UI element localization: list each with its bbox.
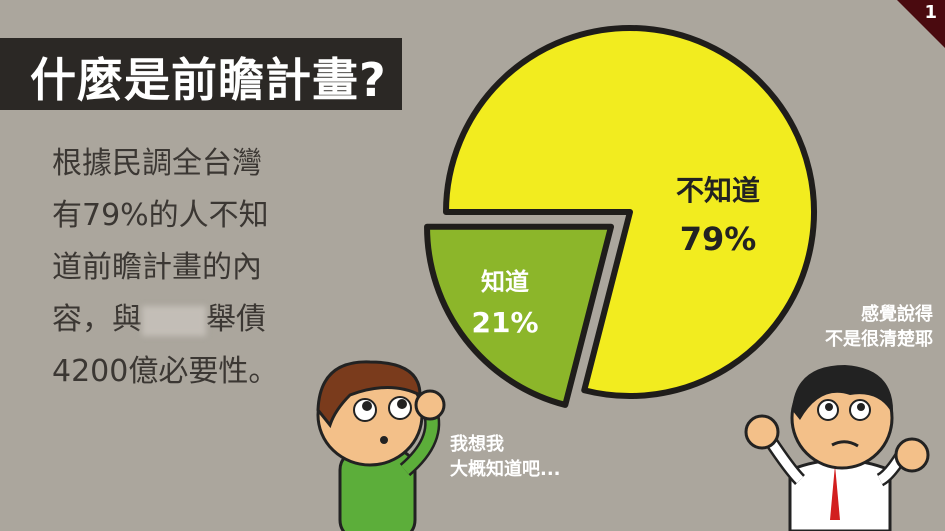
body-line: 道前瞻計畫的內 bbox=[52, 250, 262, 285]
body-line-part: 舉債 bbox=[206, 302, 266, 337]
title-bar bbox=[0, 38, 402, 110]
speech-right: 感覺說得 不是很清楚耶 bbox=[825, 302, 933, 352]
page-number: 1 bbox=[924, 2, 937, 23]
pie-slice-known bbox=[424, 223, 615, 408]
body-text: 根據民調全台灣 有79%的人不知 道前瞻計畫的內 容，與 舉債 4200億必要性。 bbox=[52, 138, 312, 398]
body-line: 有79%的人不知 bbox=[52, 198, 269, 233]
body-line: 4200億必要性。 bbox=[52, 354, 279, 389]
body-line: 容，與 舉債 bbox=[52, 294, 312, 346]
blurred-text bbox=[142, 305, 206, 336]
slice-label-unknown: 不知道 bbox=[676, 174, 760, 207]
pie-slice-unknown bbox=[443, 25, 817, 399]
man-character bbox=[744, 365, 930, 531]
speech-left: 我想我 大概知道吧... bbox=[450, 432, 561, 482]
speech-line: 感覺說得 bbox=[861, 304, 933, 325]
slice-value-known: 21% bbox=[471, 306, 538, 339]
body-line-part: 容，與 bbox=[52, 302, 142, 337]
slice-label-known: 知道 bbox=[481, 268, 529, 296]
slice-value-unknown: 79% bbox=[680, 220, 757, 258]
page-title: 什麼是前瞻計畫? bbox=[30, 53, 387, 107]
page-corner bbox=[897, 0, 945, 48]
speech-line: 我想我 bbox=[450, 434, 504, 455]
speech-line: 不是很清楚耶 bbox=[825, 329, 933, 350]
body-line: 根據民調全台灣 bbox=[52, 146, 262, 181]
boy-character bbox=[316, 360, 446, 531]
speech-line: 大概知道吧... bbox=[450, 459, 561, 480]
